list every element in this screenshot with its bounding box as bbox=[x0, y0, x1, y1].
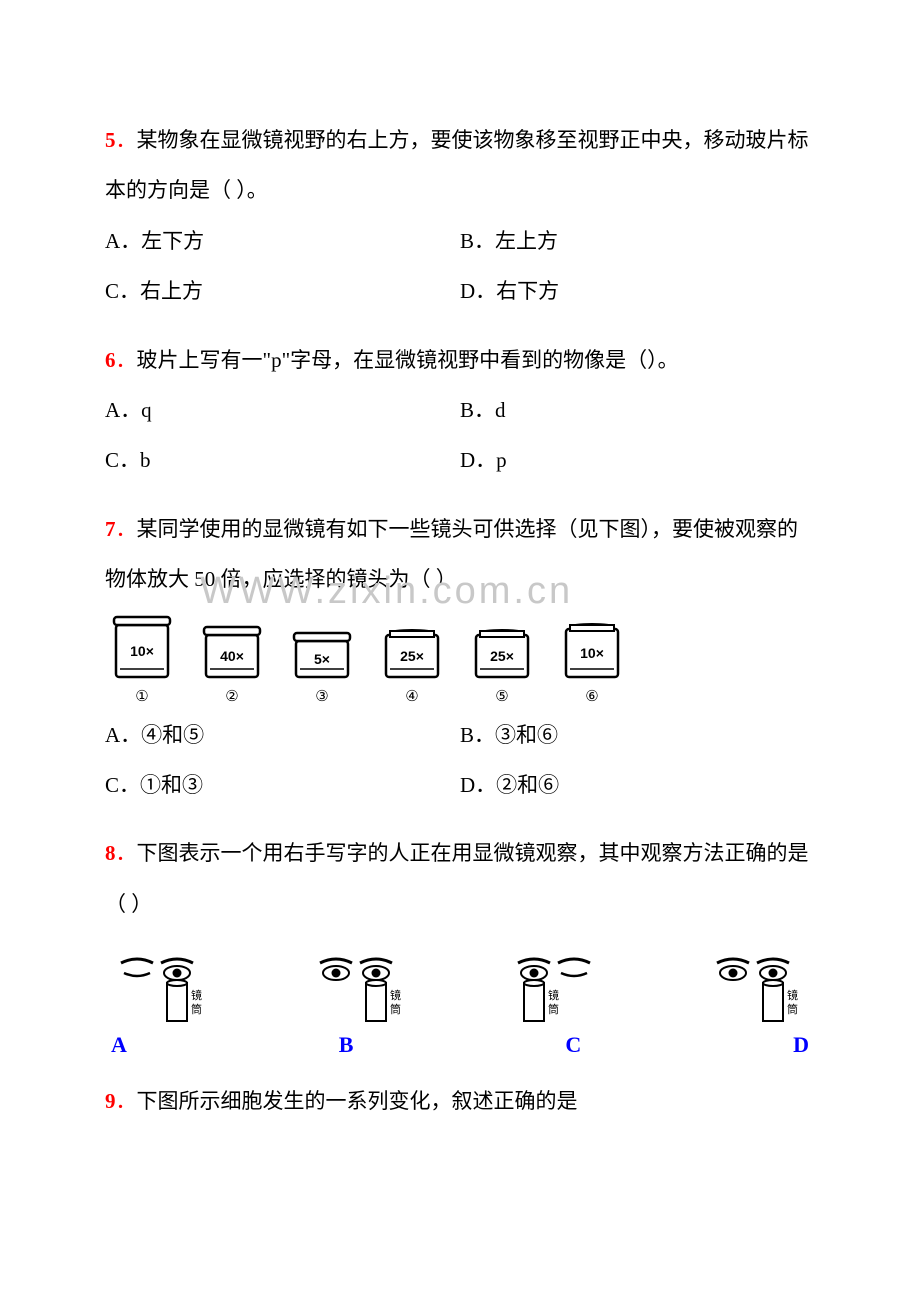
question-9-text: 9．下图所示细胞发生的一系列变化，叙述正确的是 bbox=[105, 1076, 815, 1126]
lens-icon: 25× bbox=[465, 613, 539, 683]
eye-diagram-icon: 镜 筒 bbox=[306, 951, 416, 1026]
svg-text:镜: 镜 bbox=[191, 988, 202, 1002]
eye-diagram-3: 镜 筒 bbox=[504, 951, 614, 1026]
svg-text:筒: 筒 bbox=[548, 1002, 559, 1016]
question-8-labels: A B C D bbox=[105, 1032, 815, 1058]
lens-num-4: ④ bbox=[405, 687, 418, 706]
svg-text:筒: 筒 bbox=[787, 1002, 798, 1016]
option-5c: C．右上方 bbox=[105, 266, 460, 316]
lens-num-3: ③ bbox=[315, 687, 328, 706]
option-7a: A．④和⑤ bbox=[105, 710, 460, 760]
label-8c: C bbox=[565, 1032, 581, 1058]
question-8-num: 8 bbox=[105, 841, 116, 865]
option-5b: B．左上方 bbox=[460, 216, 815, 266]
option-7d: D．②和⑥ bbox=[460, 760, 815, 810]
svg-text:10×: 10× bbox=[130, 643, 154, 659]
lens-icon: 5× bbox=[285, 613, 359, 683]
svg-text:10×: 10× bbox=[580, 645, 604, 661]
question-6-dot: ． bbox=[116, 348, 137, 372]
option-6a: A．q bbox=[105, 385, 460, 435]
question-5-body: 某物象在显微镜视野的右上方，要使该物象移至视野正中央，移动玻片标本的方向是（ ）… bbox=[105, 128, 809, 202]
question-7-options: A．④和⑤ B．③和⑥ C．①和③ D．②和⑥ bbox=[105, 710, 815, 811]
eye-diagram-icon: 镜 筒 bbox=[504, 951, 614, 1026]
label-8a: A bbox=[111, 1032, 127, 1058]
question-8-body: 下图表示一个用右手写字的人正在用显微镜观察，其中观察方法正确的是（ ） bbox=[105, 841, 809, 915]
question-8: 8．下图表示一个用右手写字的人正在用显微镜观察，其中观察方法正确的是（ ） 镜 … bbox=[105, 828, 815, 1058]
question-6-options: A．q B．d C．b D．p bbox=[105, 385, 815, 486]
question-5: 5．某物象在显微镜视野的右上方，要使该物象移至视野正中央，移动玻片标本的方向是（… bbox=[105, 115, 815, 317]
question-7-num: 7 bbox=[105, 517, 116, 541]
question-7-text: 7．某同学使用的显微镜有如下一些镜头可供选择（见下图），要使被观察的物体放大 5… bbox=[105, 504, 815, 605]
question-5-dot: ． bbox=[116, 128, 137, 152]
lens-3: 5× ③ bbox=[285, 613, 359, 706]
question-5-text: 5．某物象在显微镜视野的右上方，要使该物象移至视野正中央，移动玻片标本的方向是（… bbox=[105, 115, 815, 216]
svg-text:镜: 镜 bbox=[548, 988, 559, 1002]
option-6b: B．d bbox=[460, 385, 815, 435]
svg-text:镜: 镜 bbox=[390, 988, 401, 1002]
question-7-dot: ． bbox=[116, 517, 137, 541]
lens-5: 25× ⑤ bbox=[465, 613, 539, 706]
label-8b: B bbox=[339, 1032, 354, 1058]
question-5-num: 5 bbox=[105, 128, 116, 152]
lens-diagram-container: 10× ① 40× ② 5× ③ 25× ④ 25× ⑤ bbox=[105, 613, 815, 706]
svg-text:40×: 40× bbox=[220, 648, 244, 664]
eye-diagram-icon: 镜 筒 bbox=[703, 951, 813, 1026]
question-7: 7．某同学使用的显微镜有如下一些镜头可供选择（见下图），要使被观察的物体放大 5… bbox=[105, 504, 815, 811]
option-6d: D．p bbox=[460, 435, 815, 485]
lens-4: 25× ④ bbox=[375, 613, 449, 706]
svg-text:25×: 25× bbox=[490, 648, 514, 664]
eye-diagram-1: 镜 筒 bbox=[107, 951, 217, 1026]
eye-diagram-4: 镜 筒 bbox=[703, 951, 813, 1026]
option-5a: A．左下方 bbox=[105, 216, 460, 266]
lens-num-6: ⑥ bbox=[585, 687, 598, 706]
option-7b: B．③和⑥ bbox=[460, 710, 815, 760]
option-7c: C．①和③ bbox=[105, 760, 460, 810]
option-6c: C．b bbox=[105, 435, 460, 485]
lens-icon: 25× bbox=[375, 613, 449, 683]
lens-6: 10× ⑥ bbox=[555, 613, 629, 706]
lens-1: 10× ① bbox=[105, 613, 179, 706]
svg-text:5×: 5× bbox=[314, 651, 330, 667]
question-6-body: 玻片上写有一"p"字母，在显微镜视野中看到的物像是（）。 bbox=[137, 348, 679, 372]
label-8d: D bbox=[793, 1032, 809, 1058]
lens-num-5: ⑤ bbox=[495, 687, 508, 706]
svg-text:筒: 筒 bbox=[191, 1002, 202, 1016]
eye-diagram-icon: 镜 筒 bbox=[107, 951, 217, 1026]
question-9-dot: ． bbox=[116, 1089, 137, 1113]
eye-diagram-2: 镜 筒 bbox=[306, 951, 416, 1026]
question-9: 9．下图所示细胞发生的一系列变化，叙述正确的是 bbox=[105, 1076, 815, 1126]
lens-2: 40× ② bbox=[195, 613, 269, 706]
question-7-body: 某同学使用的显微镜有如下一些镜头可供选择（见下图），要使被观察的物体放大 50 … bbox=[105, 517, 798, 591]
question-5-options: A．左下方 B．左上方 C．右上方 D．右下方 bbox=[105, 216, 815, 317]
option-5d: D．右下方 bbox=[460, 266, 815, 316]
lens-icon: 40× bbox=[195, 613, 269, 683]
question-8-dot: ． bbox=[116, 841, 137, 865]
lens-num-1: ① bbox=[135, 687, 148, 706]
question-9-body: 下图所示细胞发生的一系列变化，叙述正确的是 bbox=[137, 1089, 578, 1113]
lens-num-2: ② bbox=[225, 687, 238, 706]
lens-icon: 10× bbox=[555, 613, 629, 683]
question-6: 6．玻片上写有一"p"字母，在显微镜视野中看到的物像是（）。 A．q B．d C… bbox=[105, 335, 815, 486]
eye-diagram-container: 镜 筒 镜 筒 镜 筒 bbox=[105, 951, 815, 1026]
lens-icon: 10× bbox=[105, 613, 179, 683]
question-6-num: 6 bbox=[105, 348, 116, 372]
question-6-text: 6．玻片上写有一"p"字母，在显微镜视野中看到的物像是（）。 bbox=[105, 335, 815, 385]
question-9-num: 9 bbox=[105, 1089, 116, 1113]
svg-text:镜: 镜 bbox=[787, 988, 798, 1002]
svg-text:筒: 筒 bbox=[390, 1002, 401, 1016]
question-8-text: 8．下图表示一个用右手写字的人正在用显微镜观察，其中观察方法正确的是（ ） bbox=[105, 828, 815, 929]
svg-text:25×: 25× bbox=[400, 648, 424, 664]
